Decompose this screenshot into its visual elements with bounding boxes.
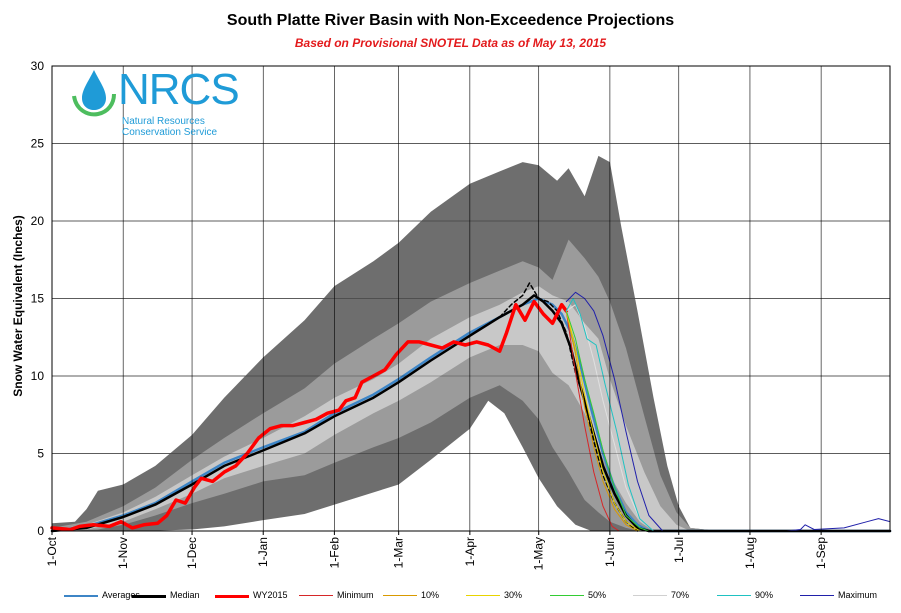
legend-swatch — [800, 595, 834, 596]
x-tick-label: 1-Jan — [256, 537, 270, 567]
legend-label: 10% — [421, 590, 440, 600]
series-10 — [565, 310, 638, 532]
y-tick-label: 0 — [37, 524, 44, 538]
series-90 — [565, 298, 654, 532]
series-70 — [565, 304, 654, 532]
y-tick-label: 5 — [37, 447, 44, 461]
x-tick-label: 1-Jun — [603, 537, 617, 567]
x-tick-label: 1-Dec — [185, 537, 199, 569]
x-tick-label: 1-Mar — [392, 537, 406, 568]
legend-label: Minimum — [337, 590, 374, 600]
legend-swatch — [132, 595, 166, 598]
series-layer — [50, 282, 892, 533]
x-tick-label: 1-Sep — [814, 537, 828, 569]
legend-label: 90% — [755, 590, 774, 600]
axis-layer: 0 5 10 15 20 25 30 1-Oct 1-Nov 1-Dec 1-Jan 1-Feb 1-M… — [31, 59, 891, 570]
legend-label: Median — [170, 590, 200, 600]
legend-swatch — [64, 595, 98, 597]
water-drop-icon — [72, 70, 116, 117]
x-tick-label: 1-Jul — [672, 537, 686, 563]
x-tick-label: 1-Feb — [327, 537, 341, 569]
nrcs-logo: NRCS Natural Resources Conservation Serv… — [70, 66, 240, 146]
legend-label: 70% — [671, 590, 690, 600]
legend-swatch — [550, 595, 584, 596]
legend-swatch — [466, 595, 500, 596]
x-tick-label: 1-Oct — [45, 536, 59, 566]
legend-label: 50% — [588, 590, 607, 600]
legend-swatch — [383, 595, 417, 596]
legend-label: Averages — [102, 590, 140, 600]
series-wy2015 — [50, 299, 569, 532]
legend-label: 30% — [504, 590, 523, 600]
logo-line2: Conservation Service — [122, 127, 218, 138]
legend-swatch — [633, 595, 667, 596]
legend-swatch — [717, 595, 751, 596]
legend-label: WY2015 — [253, 590, 288, 600]
x-tick-label: 1-Aug — [743, 537, 757, 569]
series-minimum — [565, 310, 620, 532]
x-tick-label: 1-Apr — [463, 537, 477, 566]
y-tick-label: 20 — [31, 214, 45, 228]
legend-swatch — [215, 595, 249, 598]
legend-label: Maximum — [838, 590, 878, 600]
chart-title: South Platte River Basin with Non-Exceed… — [226, 12, 675, 29]
logo-line1: Natural Resources — [122, 116, 205, 127]
legend-swatch — [299, 595, 333, 596]
y-tick-label: 10 — [31, 369, 45, 383]
x-tick-label: 1-May — [532, 537, 546, 570]
series-50 — [565, 310, 650, 532]
logo-wordmark: NRCS — [118, 65, 240, 114]
series-maximum — [565, 291, 891, 532]
y-tick-label: 30 — [31, 59, 45, 73]
chart-legend: Averages Median WY2015 Minimum 10% 30% 50% 70% 9… — [0, 586, 901, 606]
plot-frame — [51, 65, 891, 532]
series-median — [50, 294, 892, 533]
chart-subtitle: Based on Provisional SNOTEL Data as of M… — [294, 36, 607, 50]
y-tick-label: 15 — [31, 292, 45, 306]
x-tick-label: 1-Nov — [116, 537, 130, 569]
y-tick-label: 25 — [31, 137, 45, 151]
